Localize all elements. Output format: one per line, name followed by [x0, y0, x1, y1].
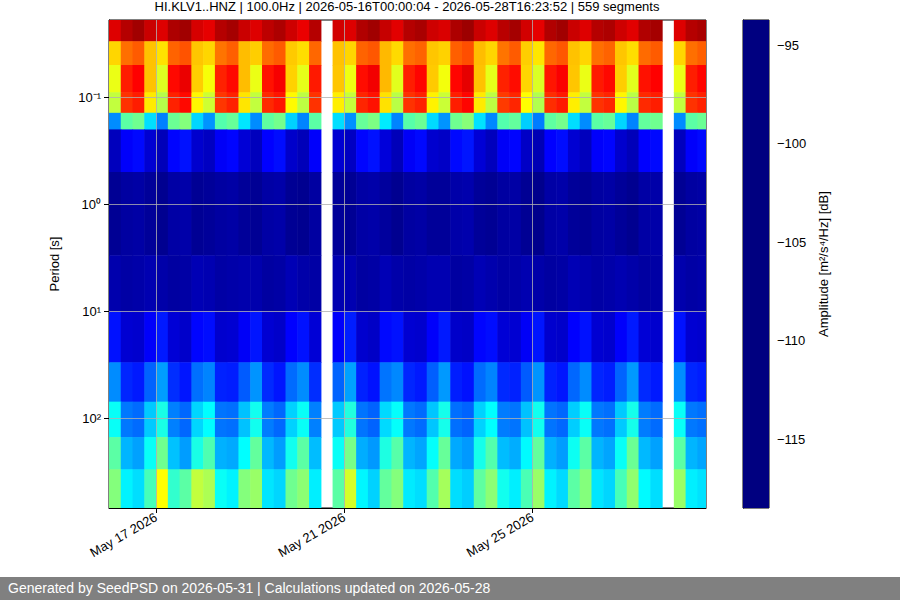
svg-text:Period [s]: Period [s]	[47, 237, 62, 292]
svg-text:10⁻¹: 10⁻¹	[78, 90, 101, 105]
svg-text:May 17 2026: May 17 2026	[87, 510, 160, 561]
svg-text:−95: −95	[777, 38, 799, 53]
svg-text:May 25 2026: May 25 2026	[464, 510, 537, 561]
svg-text:10⁰: 10⁰	[82, 197, 101, 212]
svg-text:HI.KLV1..HNZ | 100.0Hz | 2026-: HI.KLV1..HNZ | 100.0Hz | 2026-05-16T00:0…	[155, 0, 660, 14]
svg-text:−110: −110	[777, 333, 805, 348]
svg-text:Generated by SeedPSD on 2026-0: Generated by SeedPSD on 2026-05-31 | Cal…	[8, 580, 491, 596]
svg-text:−100: −100	[777, 136, 806, 151]
svg-text:10¹: 10¹	[82, 304, 101, 319]
svg-text:−105: −105	[777, 235, 806, 250]
svg-text:10²: 10²	[82, 411, 101, 426]
svg-text:Amplitude [m²/s⁴/Hz] [dB]: Amplitude [m²/s⁴/Hz] [dB]	[816, 191, 831, 337]
svg-text:−115: −115	[777, 432, 805, 447]
svg-text:May 21 2026: May 21 2026	[276, 510, 349, 561]
